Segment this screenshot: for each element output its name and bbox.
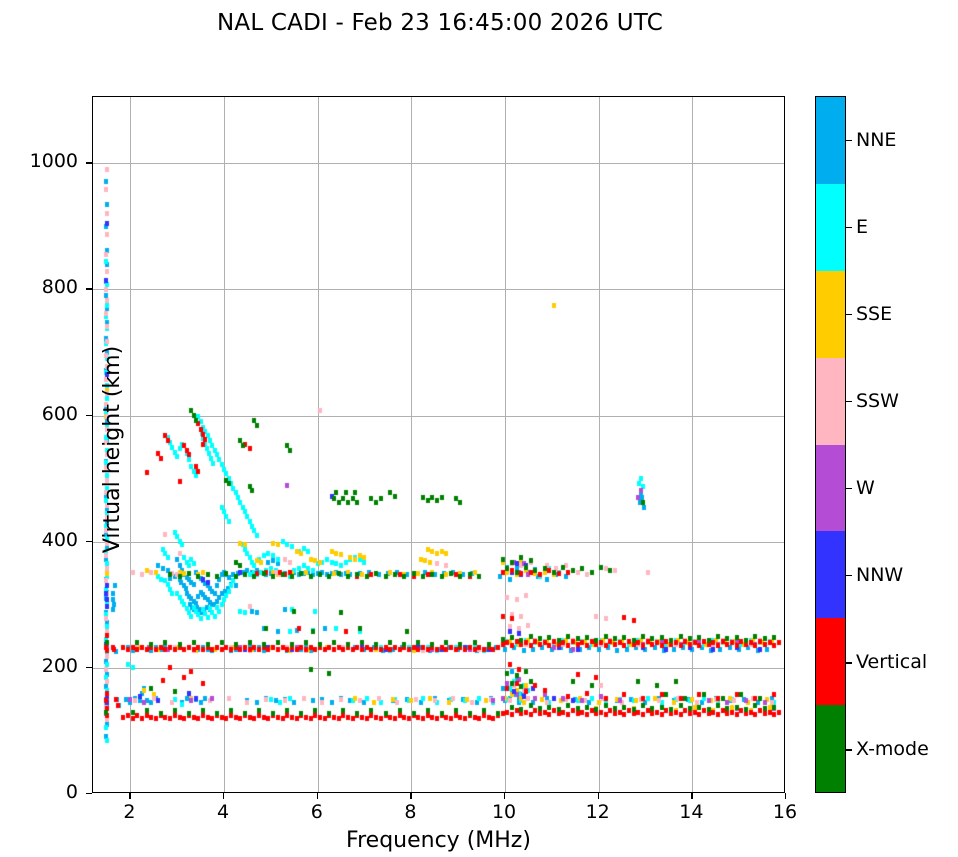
plot-axes (92, 96, 785, 793)
colorbar-segment-vertical (816, 618, 845, 706)
colorbar-tick-mark (846, 749, 852, 751)
y-tick-mark (86, 288, 92, 290)
y-tick-label: 600 (41, 402, 78, 425)
colorbar-tick-mark (846, 313, 852, 316)
colorbar-label-nne: NNE (856, 128, 897, 151)
azimuth-colorbar (815, 96, 846, 793)
y-tick-mark (86, 666, 92, 669)
y-tick-label: 400 (41, 528, 78, 551)
y-tick-label: 1000 (29, 150, 78, 173)
x-tick-label: 14 (679, 801, 704, 823)
colorbar-segment-w (816, 444, 845, 532)
colorbar-segment-nnw (816, 531, 845, 619)
colorbar-tick-mark (846, 488, 852, 490)
colorbar-label-nnw: NNW (856, 564, 904, 587)
colorbar-segment-e (816, 183, 845, 271)
x-tick-mark (223, 793, 225, 799)
x-tick-mark (410, 793, 412, 799)
y-tick-label: 200 (41, 654, 78, 677)
colorbar-tick-mark (846, 226, 852, 228)
y-tick-label: 800 (41, 276, 78, 299)
colorbar-label-ssw: SSW (856, 389, 899, 412)
colorbar-label-w: W (856, 477, 875, 500)
colorbar-segment-x-mode (816, 705, 845, 792)
y-axis-label: Virtual height (km) (100, 345, 125, 554)
x-tick-label: 12 (585, 801, 610, 823)
x-tick-label: 16 (772, 801, 798, 823)
x-tick-mark (785, 793, 787, 799)
colorbar-label-e: E (856, 215, 869, 238)
x-tick-mark (129, 793, 131, 799)
colorbar-label-vertical: Vertical (856, 651, 928, 674)
plot-title: NAL CADI - Feb 23 16:45:00 2026 UTC (217, 10, 663, 36)
colorbar-segment-nne (816, 97, 845, 184)
colorbar-segment-ssw (816, 357, 845, 445)
x-tick-label: 4 (217, 801, 230, 823)
x-tick-label: 6 (310, 801, 323, 823)
y-tick-label: 0 (65, 781, 78, 803)
colorbar-label-x-mode: X-mode (856, 738, 929, 761)
y-tick-mark (86, 793, 92, 795)
colorbar-tick-mark (846, 400, 852, 403)
x-tick-label: 8 (404, 801, 417, 823)
colorbar-segment-sse (816, 270, 845, 358)
x-tick-mark (597, 793, 599, 799)
y-tick-mark (86, 414, 92, 416)
y-tick-mark (86, 162, 92, 164)
x-tick-mark (504, 793, 506, 799)
colorbar-tick-mark (846, 662, 852, 664)
colorbar-label-sse: SSE (856, 302, 893, 325)
x-axis-label: Frequency (MHz) (346, 828, 531, 853)
y-tick-mark (86, 540, 92, 542)
colorbar-tick-mark (846, 139, 852, 141)
colorbar-tick-mark (846, 575, 852, 577)
x-tick-label: 2 (123, 801, 136, 823)
ionogram-scatter-canvas (93, 97, 784, 792)
x-tick-label: 10 (491, 801, 517, 823)
x-tick-mark (316, 793, 319, 799)
x-tick-mark (691, 793, 693, 799)
